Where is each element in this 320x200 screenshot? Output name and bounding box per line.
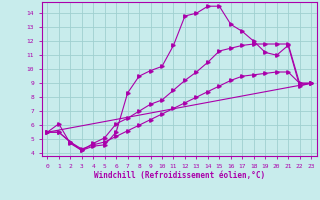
X-axis label: Windchill (Refroidissement éolien,°C): Windchill (Refroidissement éolien,°C) [94, 171, 265, 180]
